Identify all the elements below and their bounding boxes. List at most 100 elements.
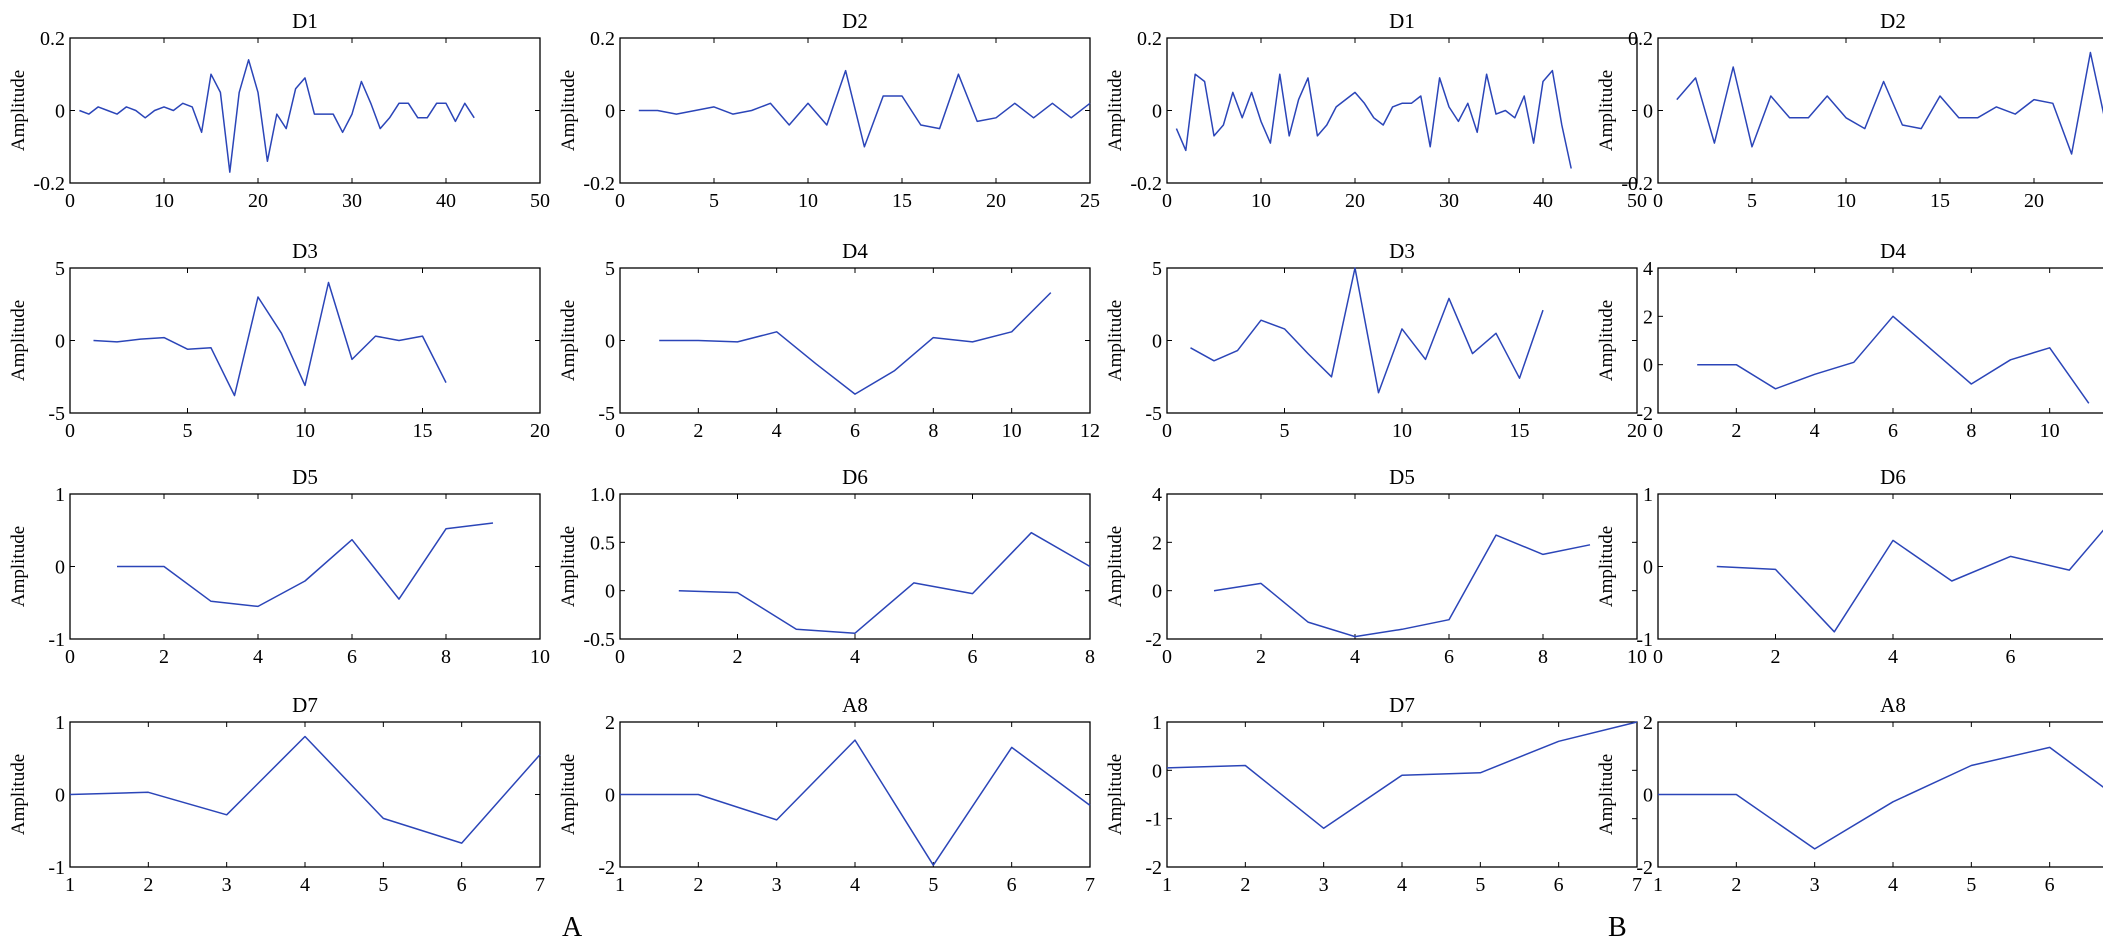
subplot-title: D2: [842, 9, 868, 33]
y-tick-label: 0: [1152, 760, 1162, 782]
y-axis-label: Amplitude: [558, 300, 579, 381]
x-tick-label: 4: [772, 420, 782, 442]
y-tick-label: 5: [1152, 258, 1162, 280]
x-tick-label: 4: [1350, 646, 1360, 668]
y-tick-label: -0.2: [1621, 173, 1653, 195]
y-tick-label: 0: [1643, 101, 1653, 123]
x-tick-label: 6: [347, 646, 357, 668]
y-tick-label: 0: [605, 581, 615, 603]
y-tick-label: -1: [48, 629, 65, 651]
x-tick-label: 3: [1319, 874, 1329, 896]
y-tick-label: 2: [605, 712, 615, 734]
x-tick-label: 40: [1533, 190, 1553, 212]
y-tick-label: -5: [48, 403, 65, 425]
y-tick-label: 0.2: [40, 28, 65, 50]
x-tick-label: 15: [892, 190, 912, 212]
x-tick-label: 15: [1930, 190, 1950, 212]
x-tick-label: 5: [1475, 874, 1485, 896]
x-tick-label: 4: [300, 874, 310, 896]
plot-frame: [69, 267, 541, 414]
y-tick-label: 0: [1152, 581, 1162, 603]
y-tick-label: -2: [1145, 857, 1162, 879]
x-tick-label: 10: [798, 190, 818, 212]
plot-frame: [619, 493, 1091, 640]
y-tick-label: -1: [1145, 809, 1162, 831]
y-tick-label: 0: [1152, 101, 1162, 123]
subplot-title: D1: [292, 9, 318, 33]
y-tick-label: 5: [55, 258, 65, 280]
x-tick-label: 6: [1554, 874, 1564, 896]
series-line: [1716, 529, 2103, 633]
y-axis-label: Amplitude: [558, 70, 579, 151]
x-tick-label: 1: [1653, 874, 1663, 896]
y-tick-label: -1: [48, 857, 65, 879]
subplot-title: D4: [1880, 239, 1906, 263]
x-tick-label: 4: [1810, 420, 1820, 442]
y-tick-label: 0: [1152, 331, 1162, 353]
series-line: [1166, 721, 1638, 830]
y-tick-label: 0: [605, 331, 615, 353]
plot-frame: [1166, 721, 1638, 868]
y-tick-label: 0: [605, 101, 615, 123]
y-axis-label: Amplitude: [1596, 70, 1617, 151]
x-tick-label: 0: [1653, 190, 1663, 212]
y-tick-label: 0.2: [1628, 28, 1653, 50]
x-tick-label: 40: [436, 190, 456, 212]
x-tick-label: 6: [968, 646, 978, 668]
x-tick-label: 6: [1007, 874, 1017, 896]
x-tick-label: 5: [378, 874, 388, 896]
x-tick-label: 0: [615, 420, 625, 442]
x-tick-label: 0: [1653, 646, 1663, 668]
x-tick-label: 20: [530, 420, 550, 442]
x-tick-label: 10: [1251, 190, 1271, 212]
x-tick-label: 0: [615, 646, 625, 668]
x-tick-label: 4: [1397, 874, 1407, 896]
subplot-b-a8: A8 Amplitude 1 2 3 4 5 6 7-2 0 2: [1596, 693, 2103, 896]
plot-frame: [69, 721, 541, 868]
x-tick-label: 7: [1085, 874, 1095, 896]
panel-label-b: B: [1608, 912, 1627, 943]
x-tick-label: 10: [1836, 190, 1856, 212]
subplot-a-a8: A8 Amplitude 1 2 3 4 5 6 7 -2 0 2: [558, 693, 1095, 896]
x-tick-label: 5: [928, 874, 938, 896]
y-tick-label: 5: [605, 258, 615, 280]
x-tick-label: 1: [1162, 874, 1172, 896]
x-tick-label: 4: [1888, 646, 1898, 668]
y-tick-label: 0.5: [590, 532, 615, 554]
y-tick-label: 0: [1643, 557, 1653, 579]
x-tick-label: 6: [850, 420, 860, 442]
y-tick-label: 0: [1643, 355, 1653, 377]
y-axis-label: Amplitude: [1596, 754, 1617, 835]
y-tick-label: -2: [1636, 403, 1653, 425]
x-tick-label: 6: [2045, 874, 2055, 896]
series-line: [1658, 746, 2103, 850]
x-tick-label: 5: [1280, 420, 1290, 442]
subplot-title: D4: [842, 239, 868, 263]
x-tick-label: 8: [441, 646, 451, 668]
x-tick-label: 50: [1627, 190, 1647, 212]
y-tick-label: -2: [1636, 857, 1653, 879]
y-axis-label: Amplitude: [8, 300, 29, 381]
y-tick-label: -0.2: [33, 173, 65, 195]
x-tick-label: 2: [1731, 420, 1741, 442]
x-tick-label: 2: [1731, 874, 1741, 896]
y-axis-label: Amplitude: [8, 754, 29, 835]
x-tick-label: 2: [159, 646, 169, 668]
x-tick-label: 30: [342, 190, 362, 212]
y-tick-label: -0.2: [583, 173, 615, 195]
series-line: [620, 739, 1091, 866]
y-axis-label: Amplitude: [1596, 526, 1617, 607]
x-tick-label: 0: [65, 190, 75, 212]
x-tick-label: 2: [1256, 646, 1266, 668]
subplot-title: D2: [1880, 9, 1906, 33]
y-axis-label: Amplitude: [8, 70, 29, 151]
x-tick-label: 25: [1080, 190, 1100, 212]
x-tick-label: 2: [1240, 874, 1250, 896]
x-tick-label: 8: [1538, 646, 1548, 668]
